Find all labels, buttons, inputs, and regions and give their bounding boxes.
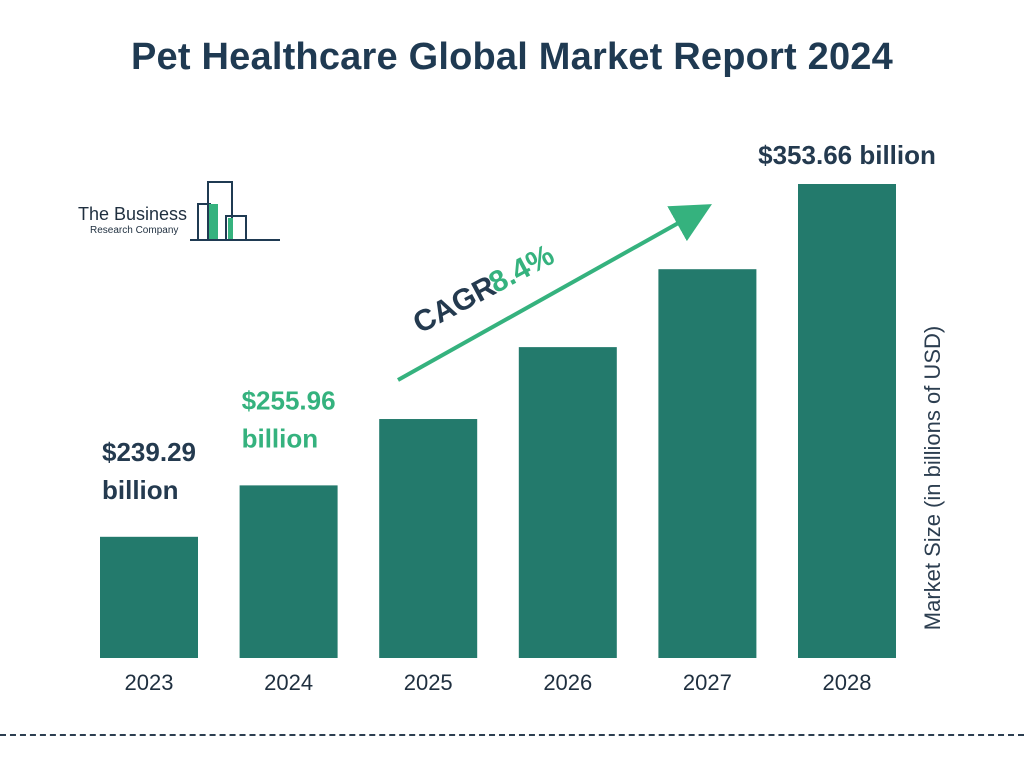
bar-2025 (379, 419, 478, 658)
cagr-arrow (397, 204, 712, 382)
data-label-2028: $353.66 billion (758, 140, 936, 170)
bar-2024 (239, 485, 338, 658)
footer-divider (0, 734, 1024, 736)
x-tick-label: 2026 (543, 670, 592, 695)
data-label-2024: billion (242, 423, 319, 453)
company-logo: The Business Research Company (70, 178, 290, 248)
chart-title: Pet Healthcare Global Market Report 2024 (131, 36, 893, 78)
bar-2023 (100, 536, 198, 658)
y-axis-label: Market Size (in billions of USD) (920, 326, 945, 630)
data-label-2024: $255.96 (242, 385, 336, 415)
bar-2028 (798, 184, 896, 658)
data-label-2023: billion (102, 475, 179, 505)
x-tick-label: 2023 (125, 670, 174, 695)
cagr-value: 8.4% (484, 239, 560, 300)
data-label-2023: $239.29 (102, 437, 196, 467)
x-tick-label: 2025 (404, 670, 453, 695)
bar-2027 (658, 269, 757, 658)
x-tick-label: 2028 (823, 670, 872, 695)
cagr-annotation: CAGR 8.4% (408, 239, 560, 341)
bar-2026 (518, 347, 617, 658)
logo-text-primary: The Business (78, 204, 188, 224)
x-tick-label: 2024 (264, 670, 313, 695)
logo-text-secondary: Research Company (90, 225, 179, 236)
x-tick-label: 2027 (683, 670, 732, 695)
logo-buildings-icon (190, 181, 280, 241)
